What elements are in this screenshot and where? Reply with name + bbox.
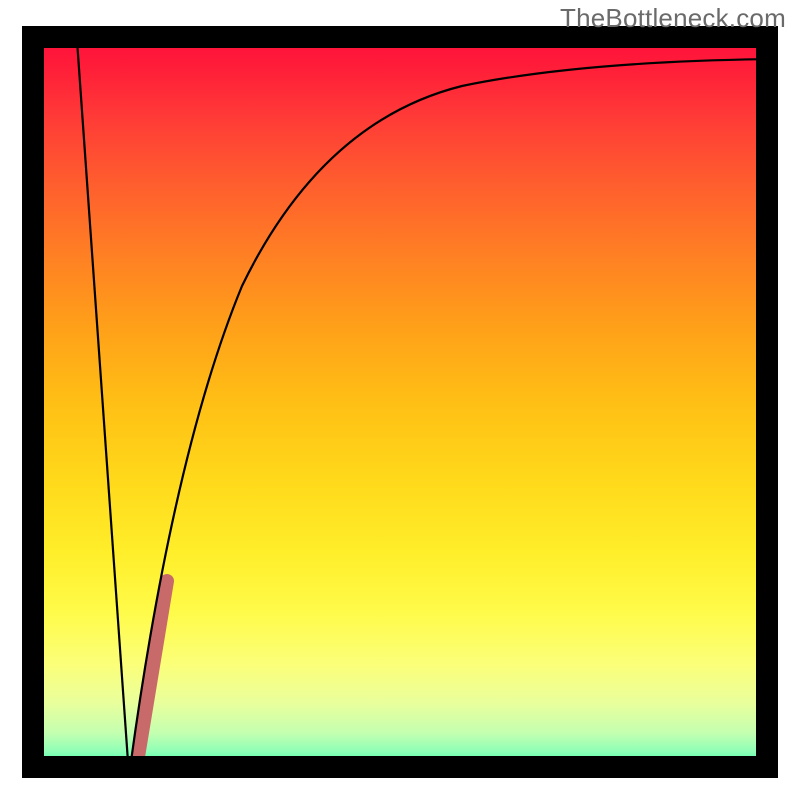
watermark-text: TheBottleneck.com — [560, 3, 786, 34]
plot-border — [22, 26, 778, 778]
chart-stage: TheBottleneck.com — [0, 0, 800, 800]
plot-area — [22, 26, 778, 778]
